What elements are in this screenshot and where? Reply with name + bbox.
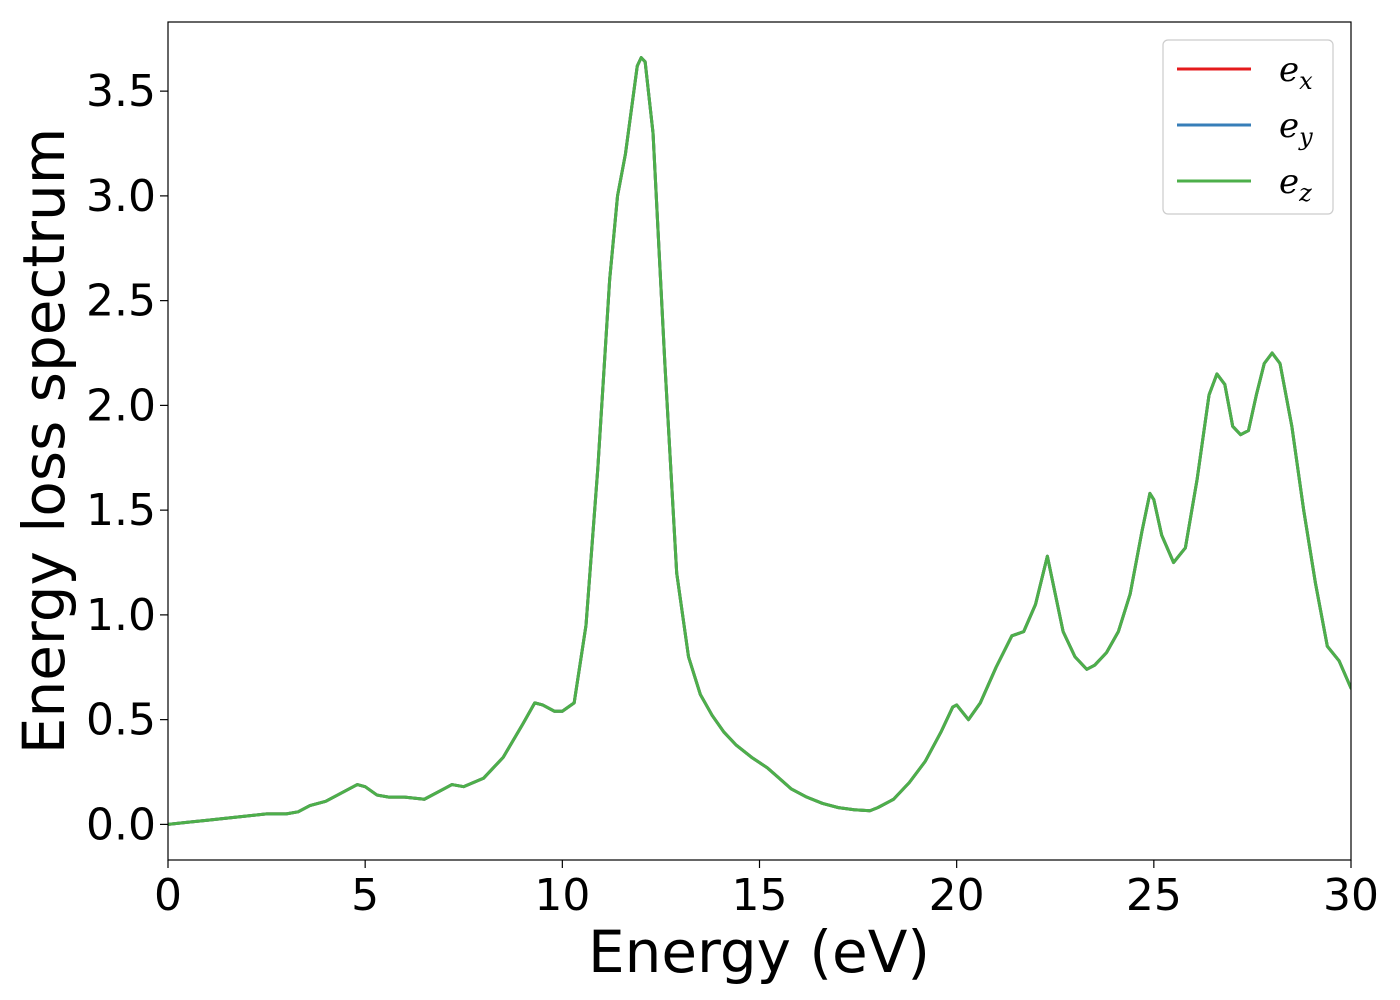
legend-box xyxy=(1162,39,1334,215)
legend-label-z: ez xyxy=(1279,162,1312,207)
legend-label-x: ex xyxy=(1279,50,1313,95)
y-axis-ticks: 0.0 0.5 1.0 1.5 2.0 2.5 3.0 3.5 xyxy=(86,66,168,850)
x-tick-label: 10 xyxy=(534,870,590,921)
x-axis-ticks: 0 5 10 15 20 25 30 xyxy=(154,860,1379,921)
x-tick-label: 20 xyxy=(929,870,985,921)
x-tick-label: 5 xyxy=(351,870,379,921)
plot-area xyxy=(168,56,1351,826)
legend: ex ey ez xyxy=(1162,39,1334,215)
x-tick-label: 0 xyxy=(154,870,182,921)
y-tick-label: 1.5 xyxy=(86,485,156,536)
y-tick-label: 0.5 xyxy=(86,695,156,746)
x-axis-label: Energy (eV) xyxy=(588,918,930,986)
y-tick-label: 2.0 xyxy=(86,380,156,431)
x-tick-label: 25 xyxy=(1126,870,1182,921)
y-tick-label: 3.0 xyxy=(86,171,156,222)
y-tick-label: 0.0 xyxy=(86,799,156,850)
y-tick-label: 3.5 xyxy=(86,66,156,117)
y-tick-label: 1.0 xyxy=(86,590,156,641)
y-axis-label: Energy loss spectrum xyxy=(10,128,78,754)
legend-label-y: ey xyxy=(1279,106,1313,151)
x-tick-label: 15 xyxy=(732,870,788,921)
x-tick-label: 30 xyxy=(1323,870,1379,921)
series-line-z xyxy=(168,56,1351,826)
y-tick-label: 2.5 xyxy=(86,276,156,327)
